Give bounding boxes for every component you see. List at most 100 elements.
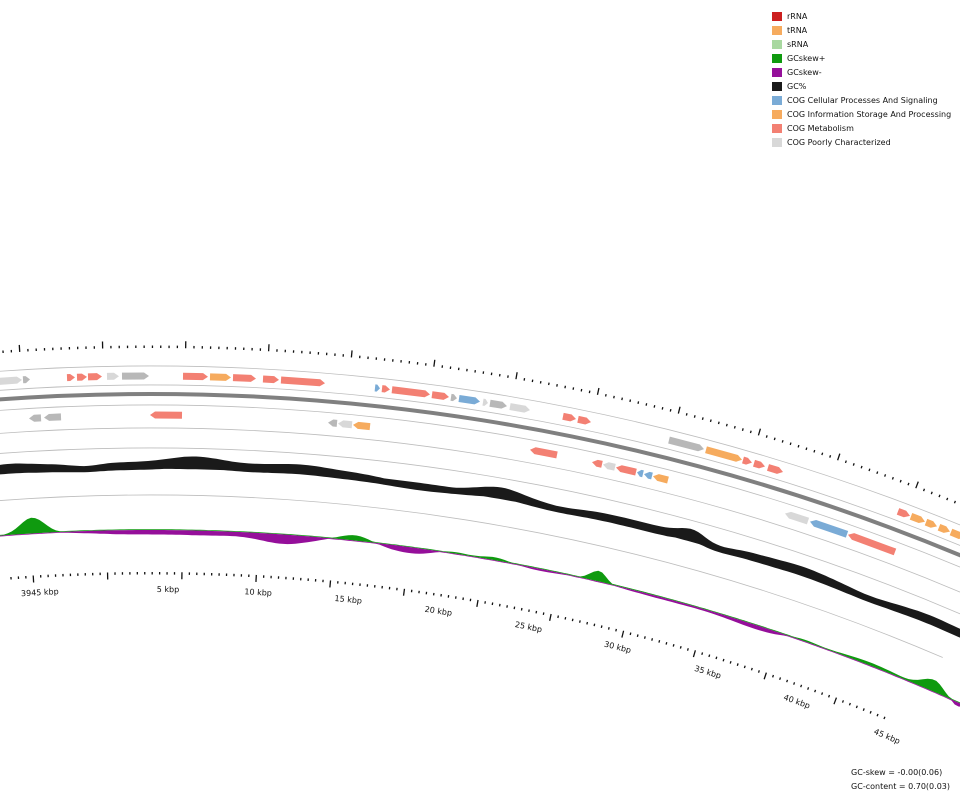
scale-label: 40 kbp [782,693,811,711]
gene-forward [391,386,430,398]
minor-tick [848,702,851,706]
minor-tick [665,641,668,645]
gene-forward [232,374,256,382]
gene-reverse [29,414,42,422]
minor-tick [891,476,894,480]
gc-skew-stat: GC-skew = -0.00(0.06) [851,768,943,777]
major-tick [402,588,406,596]
major-tick [433,359,436,367]
legend-swatch [772,39,782,49]
minor-tick [645,403,648,406]
minor-tick [653,405,656,408]
major-tick [837,453,841,461]
minor-tick [807,687,810,690]
gene-reverse [338,420,353,429]
legend-item: sRNA [772,37,951,51]
scale-label: 25 kbp [514,620,543,634]
gene-forward [753,459,765,469]
minor-tick [686,648,689,651]
gene-forward [209,373,231,381]
legend-label: COG Cellular Processes And Signaling [787,95,938,105]
minor-tick [613,395,615,399]
legend-swatch [772,109,782,119]
gene-forward [577,415,591,425]
minor-tick [593,623,596,627]
scale-label: 5 kbp [157,585,180,594]
minor-tick [588,390,591,394]
major-tick [350,350,353,358]
scale-tick-labels: 3945 kbp 5 kbp 10 kbp 15 kbp 20 kbp 25 kbp 30 … [21,585,902,746]
minor-tick [669,408,672,412]
gene-forward [489,399,507,409]
scale-label: 15 kbp [334,594,362,606]
minor-tick [621,397,623,401]
minor-tick [930,491,933,495]
gene-forward [705,446,742,462]
legend-item: COG Information Storage And Processing [772,107,951,121]
minor-tick [600,625,603,629]
legend-item: GC% [772,79,951,93]
minor-tick [749,430,752,434]
minor-tick [828,694,831,698]
minor-tick [679,646,682,649]
legend-swatch [772,95,782,105]
gene-reverse [653,474,669,484]
legend-swatch [772,53,782,63]
gene-forward [896,508,910,518]
gene-reverse [603,462,616,471]
minor-tick [781,439,784,443]
minor-tick [938,494,941,498]
gene-forward [0,376,22,385]
minor-tick [693,415,696,418]
genome-backbone [0,392,960,558]
minor-tick [765,435,768,438]
legend-swatch [772,123,782,133]
minor-tick [899,479,902,483]
minor-tick [717,421,720,425]
minor-tick [743,665,746,669]
major-tick [596,387,600,395]
legend-label: tRNA [787,25,808,35]
minor-tick [604,393,607,397]
minor-tick [841,700,845,703]
minor-tick [907,482,910,486]
minor-tick [578,620,581,623]
track-guide-lines [0,365,960,658]
gene-forward [742,456,752,465]
gene-forward [280,376,325,387]
major-tick [476,599,479,607]
minor-tick [564,616,567,620]
gene-forward [482,398,488,406]
minor-tick [607,627,610,630]
minor-tick [750,667,753,671]
outer-tick-ring [2,341,957,504]
gene-forward [262,375,279,384]
gene-forward [66,373,75,382]
scale-label: 20 kbp [424,605,453,618]
track-line [0,404,960,568]
gene-reverse [810,520,849,538]
gene-forward [76,373,87,381]
minor-tick [757,670,760,673]
legend-swatch [772,25,782,35]
track-line [0,427,960,593]
major-tick [621,630,625,638]
minor-tick [725,423,728,427]
minor-tick [876,713,879,717]
minor-tick [779,677,782,680]
major-tick [692,650,697,658]
legend-label: GCskew+ [787,53,826,63]
legend-label: GCskew- [787,67,822,77]
minor-tick [855,705,858,709]
minor-tick [876,471,879,475]
legend-label: COG Metabolism [787,123,854,133]
gene-forward [509,403,530,413]
track-line [0,384,960,546]
minor-tick [658,640,661,643]
gene-reverse [44,413,62,421]
gene-forward [22,376,30,384]
major-tick [515,372,518,380]
scale-label: 3945 kbp [21,587,59,598]
legend-swatch [772,11,782,21]
minor-tick [629,399,632,403]
